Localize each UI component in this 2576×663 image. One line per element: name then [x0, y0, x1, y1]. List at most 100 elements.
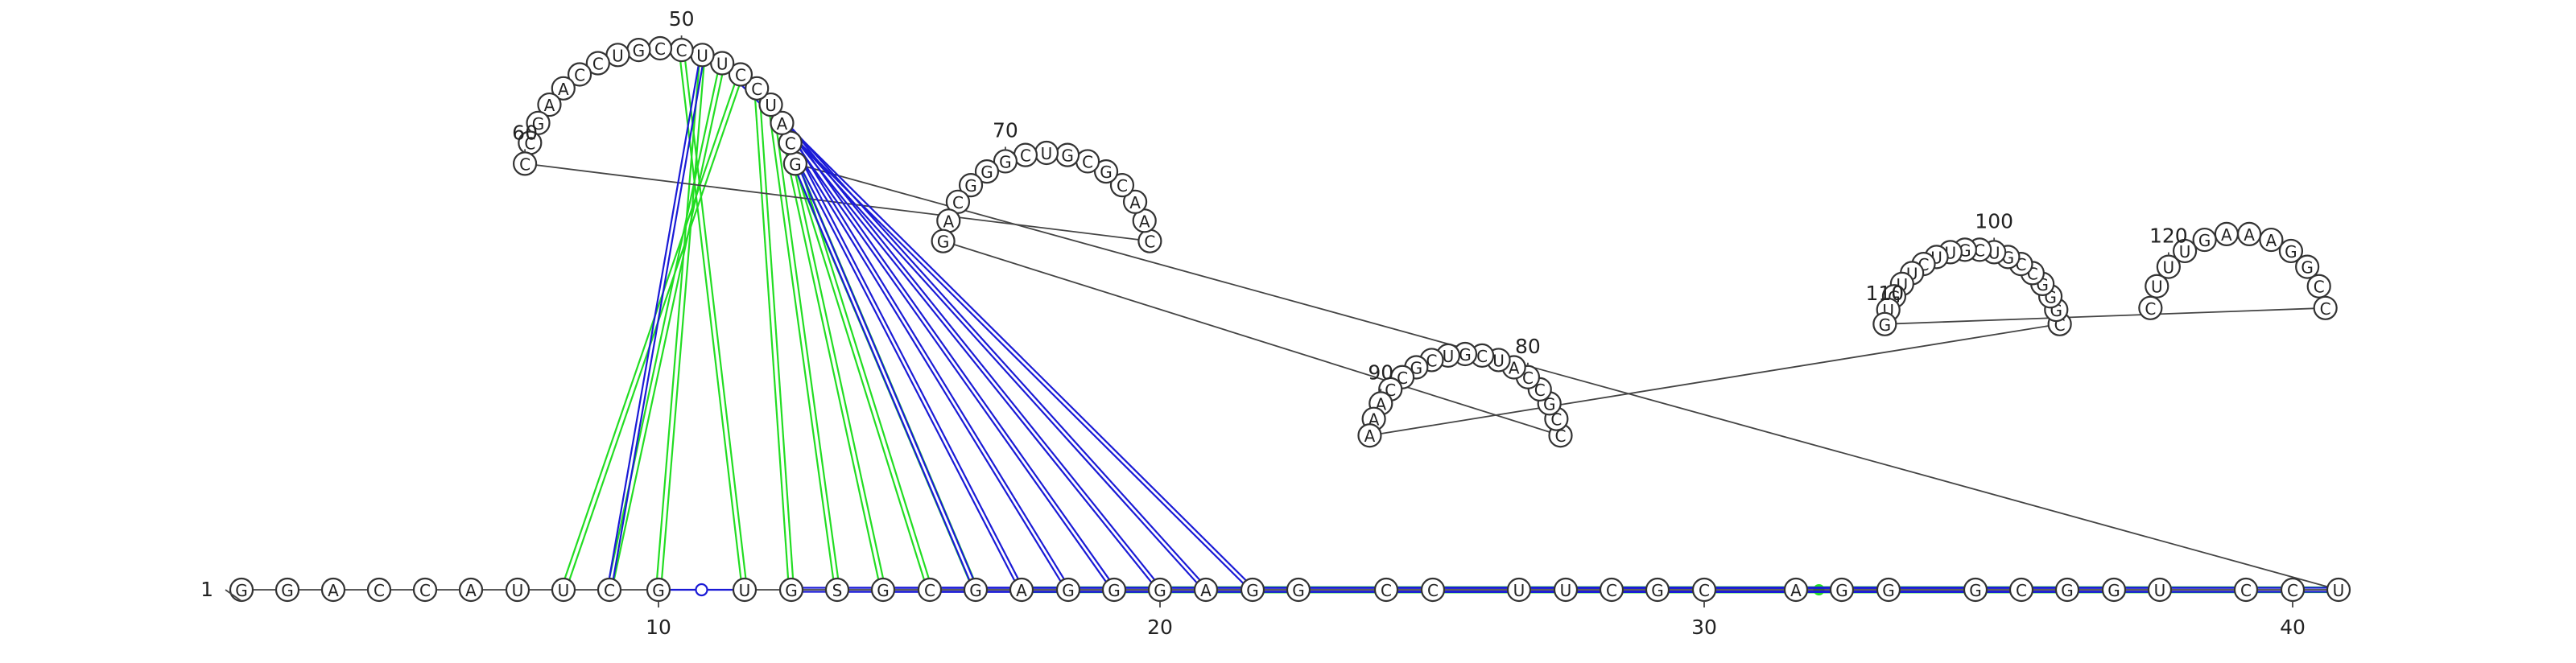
nucleotide: U — [1506, 577, 1532, 603]
nucleotide-letter: C — [2240, 581, 2252, 600]
nucleotide: C — [778, 130, 803, 155]
nucleotide: A — [1132, 208, 1157, 233]
nucleotide-letter: C — [419, 581, 431, 600]
nucleotide-letter: G — [1969, 581, 1982, 600]
nucleotide: A — [1357, 423, 1382, 448]
nucleotide-circle — [1963, 577, 1988, 603]
tertiary-interaction-line — [778, 123, 882, 591]
nucleotide: G — [275, 577, 300, 603]
nucleotide-circle — [917, 577, 943, 603]
nucleotide-letter: U — [2333, 581, 2345, 600]
nucleotide: C — [597, 577, 622, 603]
nucleotide: U — [732, 577, 758, 603]
nucleotide-circle — [1286, 577, 1311, 603]
nucleotide-letter: G — [969, 581, 982, 600]
nucleotide: G — [1101, 577, 1127, 603]
nucleotide-letter: G — [235, 581, 248, 600]
nucleotide-circle — [597, 577, 622, 603]
nucleotide-letter: C — [1427, 581, 1439, 600]
nucleotide: A — [1009, 577, 1034, 603]
nucleotide-letter: A — [465, 581, 477, 600]
base-pair-line — [796, 163, 979, 590]
nucleotide-circle — [963, 577, 989, 603]
nucleotide-letter: C — [952, 193, 964, 212]
nucleotide-circle — [2306, 274, 2331, 299]
nucleotide-circle — [1645, 577, 1670, 603]
nucleotide-letter: G — [2061, 581, 2074, 600]
nucleotide: C — [2313, 295, 2338, 320]
nucleotide-letter: C — [1082, 152, 1093, 171]
nucleotide-letter: A — [2266, 231, 2277, 250]
nucleotide: C — [1691, 577, 1717, 603]
nucleotide: U — [690, 43, 715, 68]
nucleotide-letter: U — [1513, 581, 1525, 600]
nucleotide-letter: C — [1555, 426, 1567, 446]
base-pair-line — [754, 89, 1159, 592]
nucleotide: G — [2192, 227, 2217, 253]
nucleotide-circle — [2008, 577, 2034, 603]
nucleotide: C — [585, 51, 610, 76]
tertiary-interaction-line — [791, 142, 933, 590]
nucleotide-letter: G — [1879, 315, 1892, 335]
nucleotide-letter: U — [696, 46, 708, 65]
tertiary-interaction-line — [772, 104, 841, 590]
nucleotide: A — [320, 577, 346, 603]
nucleotide-circle — [1553, 577, 1579, 603]
base-pair-line — [787, 143, 1021, 591]
nucleotide-letter: A — [1016, 581, 1027, 600]
nucleotide-letter: C — [1117, 176, 1128, 196]
tertiary-interaction-line — [560, 73, 740, 590]
nucleotide-letter: C — [785, 134, 796, 153]
nucleotide-letter: U — [2154, 581, 2166, 600]
nucleotide-letter: A — [1790, 581, 1802, 600]
nucleotide-letter: C — [1699, 581, 1710, 600]
backbone-segment — [1369, 323, 2060, 437]
nucleotide: C — [745, 76, 770, 101]
nucleotide-circle — [728, 62, 753, 87]
nucleotide: U — [2172, 238, 2198, 264]
nucleotide: A — [770, 110, 795, 135]
nucleotide-circle — [1599, 577, 1624, 603]
backbone-segment — [1885, 307, 2326, 325]
tertiary-interaction-line — [783, 121, 887, 590]
nucleotide: G — [1963, 577, 1988, 603]
tertiary-interaction-line — [659, 55, 706, 591]
nucleotide-letter: G — [1292, 581, 1305, 600]
nucleotide-circle — [778, 577, 804, 603]
nucleotide: U — [2326, 577, 2351, 603]
nucleotide-letter: A — [943, 212, 954, 231]
position-label: 30 — [1691, 616, 1717, 639]
position-label: 10 — [646, 616, 671, 639]
nucleotide-letter: U — [1492, 351, 1505, 370]
position-label: 90 — [1368, 360, 1393, 384]
nucleotide-letter: C — [751, 80, 762, 99]
nucleotide: A — [1193, 577, 1219, 603]
nucleotide-letter: C — [374, 581, 385, 600]
nucleotide: U — [1553, 577, 1579, 603]
nucleotide-letter: G — [785, 581, 798, 600]
position-label: 20 — [1147, 616, 1173, 639]
nucleotide: G — [1055, 577, 1081, 603]
nucleotide-circle — [537, 92, 562, 117]
nucleotide-circle — [1420, 577, 1446, 603]
nucleotide-letter: U — [558, 581, 570, 600]
nucleotide: C — [2233, 577, 2259, 603]
nucleotide-letter: U — [2179, 242, 2191, 261]
nucleotide-circle — [1193, 577, 1219, 603]
nucleotide: G — [974, 159, 1000, 184]
base-pair-line — [741, 72, 1208, 590]
nucleotide-circle — [1240, 577, 1265, 603]
nucleotide-letter: G — [937, 233, 950, 252]
nucleotide-letter: U — [612, 46, 624, 65]
nucleotide: A — [458, 577, 484, 603]
nucleotide-letter: U — [512, 581, 524, 600]
nucleotide-letter: U — [739, 581, 751, 600]
nucleotide-letter: C — [574, 65, 585, 84]
nucleotide-letter: G — [1154, 581, 1166, 600]
base-pair-line — [771, 102, 1117, 590]
nucleotide-circle — [585, 51, 610, 76]
nucleotide: G — [2278, 238, 2304, 264]
nucleotide: G — [1055, 142, 1080, 167]
nucleotide-letter: C — [604, 581, 615, 600]
